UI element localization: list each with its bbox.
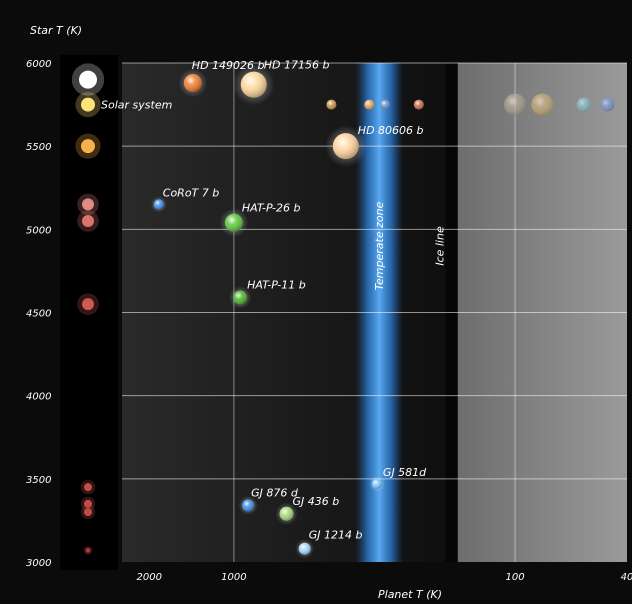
exoplanet-label: HD 80606 b bbox=[358, 124, 424, 137]
temperate-zone-label: Temperate zone bbox=[373, 201, 386, 290]
x-tick-label: 1000 bbox=[221, 572, 246, 583]
exoplanet-point bbox=[275, 502, 298, 525]
exoplanet-point bbox=[219, 208, 249, 238]
solar-planet-uranus bbox=[576, 97, 591, 112]
axis-tick-labels: 6000 5500 5000 4500 4000 3500 3000 2000 1000 100 4… bbox=[26, 59, 632, 583]
exoplanet-point bbox=[232, 63, 275, 106]
exoplanet-point bbox=[150, 196, 167, 213]
x-tick-label: 100 bbox=[506, 572, 525, 583]
exoplanet-label: GJ 1214 b bbox=[309, 529, 363, 542]
y-tick-label: 4000 bbox=[26, 392, 51, 403]
y-tick-label: 5000 bbox=[26, 225, 51, 236]
host-star bbox=[77, 210, 99, 232]
host-star bbox=[75, 133, 101, 159]
exoplanet-label: GJ 876 d bbox=[251, 486, 299, 499]
solar-system-label: Solar system bbox=[101, 99, 172, 112]
host-star bbox=[80, 479, 96, 495]
y-tick-label: 6000 bbox=[26, 59, 51, 70]
exoplanet-point bbox=[228, 286, 252, 309]
x-tick-label: 40 bbox=[621, 572, 632, 583]
host-star bbox=[77, 193, 99, 216]
host-star bbox=[80, 504, 96, 520]
x-tick-label: 2000 bbox=[137, 572, 162, 583]
solar-planet-venus bbox=[364, 99, 375, 110]
exoplanet-label: CoRoT 7 b bbox=[163, 186, 219, 199]
exoplanet-label: GJ 436 b bbox=[293, 495, 340, 508]
exoplanet-label: HD 17156 b bbox=[264, 59, 330, 72]
exoplanet-point bbox=[295, 539, 315, 559]
host-star bbox=[75, 91, 101, 118]
solar-planet-jupiter bbox=[504, 93, 527, 116]
y-axis-label: Star T (K) bbox=[30, 24, 82, 37]
host-star bbox=[80, 496, 96, 511]
solar-planet-mercury bbox=[326, 99, 337, 110]
host-star-column bbox=[71, 63, 105, 555]
solar-planet-earth bbox=[380, 99, 391, 110]
y-tick-label: 4500 bbox=[26, 309, 51, 320]
exoplanet-label: HAT-P-26 b bbox=[242, 202, 301, 215]
host-star bbox=[83, 545, 93, 555]
solar-planet-mars bbox=[413, 99, 424, 110]
y-tick-label: 3000 bbox=[26, 558, 51, 569]
ice-line-label: Ice line bbox=[434, 226, 447, 266]
y-tick-label: 5500 bbox=[26, 142, 51, 153]
exoplanet-label: GJ 581d bbox=[383, 466, 427, 479]
exoplanet-point bbox=[238, 495, 258, 516]
exoplanet-point bbox=[178, 68, 208, 98]
y-tick-label: 3500 bbox=[26, 475, 51, 486]
host-star bbox=[71, 63, 105, 96]
x-axis-label: Planet T (K) bbox=[378, 588, 442, 601]
exoplanet-label: HAT-P-11 b bbox=[247, 279, 306, 292]
solar-system-planets bbox=[326, 93, 615, 116]
exoplanet-point bbox=[325, 125, 367, 167]
host-star bbox=[77, 293, 99, 315]
solar-planet-neptune bbox=[600, 97, 615, 112]
solar-planet-saturn bbox=[531, 93, 554, 116]
exoplanet-point bbox=[368, 475, 385, 492]
grid-lines bbox=[122, 62, 627, 562]
